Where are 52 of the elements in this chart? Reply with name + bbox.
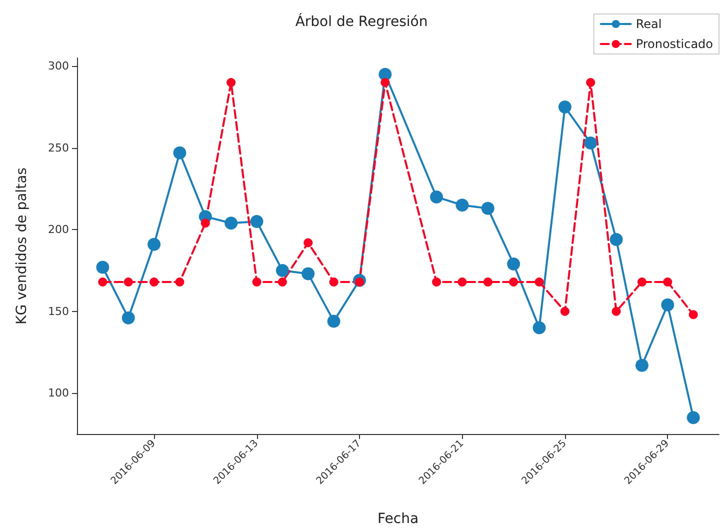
x-axis-title: Fecha [377,511,419,527]
point [278,277,287,286]
point [560,306,570,316]
point [150,277,159,286]
legend-label: Pronosticado [636,37,713,51]
point [635,358,648,372]
point [686,411,700,424]
y-tick-label: 250 [48,141,69,154]
point [252,277,262,286]
point [481,202,494,215]
point [586,78,596,88]
point [250,214,264,228]
point [534,277,544,286]
point [483,277,492,286]
point [148,238,161,251]
point [304,238,313,248]
point [224,216,238,230]
point [558,100,572,114]
point [122,311,135,324]
point [456,198,469,212]
point [610,232,623,246]
point [612,306,621,316]
y-tick-label: 200 [48,223,69,236]
point [584,136,598,150]
point [124,277,133,286]
y-tick-label: 100 [48,386,69,400]
point [430,190,444,204]
point [329,277,338,286]
point [509,277,518,286]
chart-title: Árbol de Regresión [295,13,428,30]
point [663,277,672,286]
point [226,78,236,88]
point [175,277,184,286]
point [432,277,442,286]
point [173,146,186,160]
point [380,78,390,88]
point [688,310,698,320]
y-axis-title: KG vendidos de paltas [14,168,30,324]
point [302,267,315,280]
point [507,257,520,270]
point [200,218,210,228]
y-tick-label: 150 [48,304,69,318]
point [276,264,289,278]
point [327,314,340,328]
point [96,260,110,274]
point [532,321,546,334]
y-tick-label: 300 [48,60,69,73]
point [637,277,646,286]
point [661,298,674,312]
point [458,277,467,286]
legend-label: Real [636,17,662,31]
point [98,277,108,286]
